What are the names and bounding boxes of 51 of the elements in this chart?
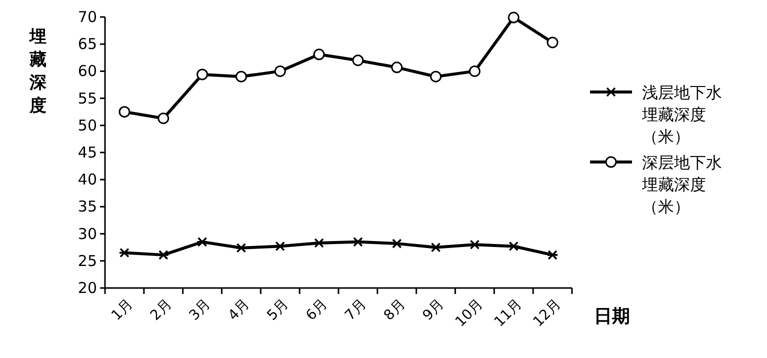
point xyxy=(468,240,481,250)
point xyxy=(508,12,520,24)
x-tick-label: 7月 xyxy=(342,296,370,324)
y-tick-label: 45 xyxy=(78,144,97,162)
y-tick-label: 60 xyxy=(78,62,97,80)
x-tick-label: 10月 xyxy=(452,296,486,330)
y-tick-label: 40 xyxy=(78,170,97,189)
point xyxy=(157,250,170,260)
point xyxy=(274,241,286,252)
y-tick-label: 20 xyxy=(78,279,97,297)
point xyxy=(313,48,325,60)
x-tick-label: 5月 xyxy=(264,296,292,324)
x-tick-label: 12月 xyxy=(530,296,564,330)
point xyxy=(352,237,364,247)
x-tick-label: 9月 xyxy=(420,296,448,324)
y-tick-label: 55 xyxy=(78,89,97,108)
x-tick-label: 2月 xyxy=(148,296,176,324)
x-tick-label: 6月 xyxy=(303,296,331,324)
point xyxy=(118,248,130,258)
legend-label: 浅层地下水埋藏深度（米） xyxy=(641,83,722,146)
point xyxy=(196,237,208,247)
legend-label: 深层地下水埋藏深度（米） xyxy=(641,153,722,216)
x-tick-label: 1月 xyxy=(108,296,136,324)
y-tick-label: 25 xyxy=(78,252,97,270)
point xyxy=(390,238,403,248)
point xyxy=(235,70,247,82)
point xyxy=(508,241,520,252)
y-tick-label: 50 xyxy=(78,116,97,134)
x-tick-label: 11月 xyxy=(491,296,526,330)
x-tick-label: 3月 xyxy=(186,296,214,324)
point xyxy=(468,65,480,77)
point xyxy=(430,242,442,252)
x-axis-title: 日期 xyxy=(594,306,630,327)
point xyxy=(313,238,325,248)
point xyxy=(546,36,558,48)
y-tick-label: 30 xyxy=(78,224,97,243)
point xyxy=(118,106,130,118)
point xyxy=(196,68,208,80)
x-tick-label: 8月 xyxy=(381,296,409,324)
point xyxy=(235,242,248,253)
x-tick-label: 4月 xyxy=(225,296,253,324)
point xyxy=(430,70,442,82)
y-tick-label: 35 xyxy=(78,198,97,216)
point xyxy=(546,250,558,260)
y-axis-title: 埋藏深度 xyxy=(28,27,48,116)
point xyxy=(391,62,403,74)
y-tick-label: 65 xyxy=(78,35,97,54)
point xyxy=(274,65,286,77)
y-tick-label: 70 xyxy=(78,8,97,26)
point xyxy=(352,54,364,66)
point xyxy=(158,112,170,124)
